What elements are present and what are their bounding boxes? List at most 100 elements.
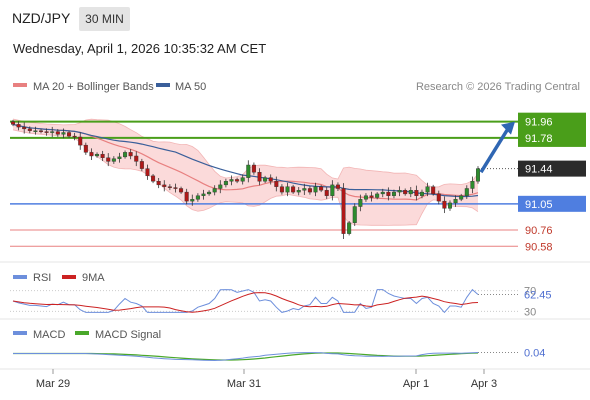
candle [95,152,100,158]
candle [425,182,430,197]
last-price-label: 91.44 [525,164,553,176]
candle [83,142,88,155]
candle [307,185,312,195]
candle-body [363,195,368,200]
rsi-ma-legend-swatch [62,275,76,279]
candle [162,180,167,192]
candle [375,192,380,200]
candle [89,148,94,160]
candle [128,149,133,160]
candle-body [162,184,167,187]
candle-body [263,177,268,182]
candle [184,188,189,205]
candle-body [134,155,139,162]
symbol-title: NZD/JPY [12,10,71,26]
macd-panel: 0.04 [13,348,545,362]
candle [201,189,206,200]
candle [72,132,77,141]
candle [212,185,217,196]
candle-body [117,156,122,159]
candle-body [453,199,458,204]
candle-body [10,121,15,125]
candle-body [403,190,408,195]
rsi-tick-70: 70 [524,286,536,298]
x-tick-label: Mar 31 [227,378,261,390]
candle [10,119,15,127]
candle [397,186,402,197]
macd-signal-legend-swatch [75,331,89,335]
candle [436,190,441,205]
candle [431,184,436,196]
candle-body [436,193,441,202]
candle-body [184,191,189,202]
candle [464,185,469,199]
candle-body [83,144,88,153]
candle-body [296,190,301,193]
candle [453,195,458,207]
candle [352,203,357,227]
candle [369,191,374,202]
candle-body [235,179,240,182]
candle [190,194,195,206]
candle [442,196,447,214]
candle-body [100,153,105,158]
candle-body [307,188,312,193]
candle-body [386,191,391,196]
candle-body [22,126,27,130]
candle [335,182,340,192]
candle [123,150,128,159]
candle [167,184,172,191]
candle [302,183,307,195]
forecast-arrow [479,121,515,174]
x-tick-label: Apr 3 [471,378,497,390]
candle-body [123,152,128,158]
candle-body [179,188,184,193]
candle [27,126,32,134]
last-price-label-box [518,160,586,177]
candle-body [207,191,212,195]
level-91-78-label: 91.78 [525,133,553,145]
candle-body [324,190,329,196]
macd-value-label: 0.04 [524,348,545,360]
candle [78,132,83,150]
candle-body [61,132,66,135]
candlesticks [10,119,481,240]
candle [279,184,284,195]
level-91-96-label: 91.96 [525,117,553,129]
macd-legend-label: MACD [33,329,65,341]
ma50-legend-swatch [156,83,170,87]
candle-body [470,181,475,189]
candle-body [375,193,380,198]
candle-body [167,186,172,188]
timeframe-badge[interactable] [79,7,130,31]
candle-body [274,181,279,187]
candle [229,175,234,186]
candle-body [95,153,100,157]
level-90-58-label: 90.58 [525,241,553,253]
forecast-arrow-head [501,121,515,135]
candle-body [419,191,424,196]
candle-body [39,130,44,132]
candle [139,158,144,172]
candle [151,174,156,184]
rsi-legend-label: RSI [33,272,51,284]
rsi-tick-30: 30 [524,306,536,318]
ma20-legend-swatch [13,83,27,87]
candle [447,200,452,211]
candle-body [55,131,60,135]
candle [470,176,475,194]
candle-body [291,186,296,193]
candle-body [476,168,481,182]
candle [408,187,413,198]
x-tick-label: Apr 1 [403,378,429,390]
candle [363,193,368,202]
candle [240,174,245,185]
candle-body [111,158,116,162]
candle-body [380,191,385,195]
candle [207,190,212,196]
candle [44,128,49,136]
candle [179,186,184,194]
candle-body [67,132,72,137]
candle-body [72,135,77,138]
